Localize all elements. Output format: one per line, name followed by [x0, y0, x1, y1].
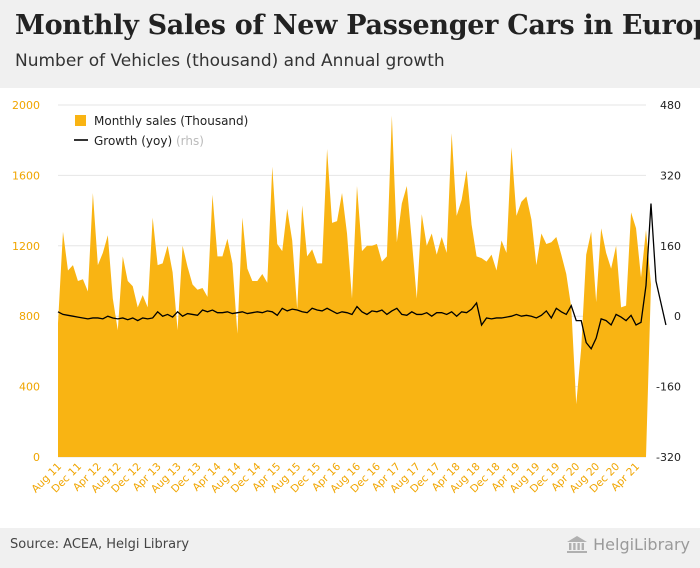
chart-legend: Monthly sales (Thousand) Growth (yoy) (r…: [74, 114, 248, 148]
y-left-tick-label: 1200: [12, 240, 40, 253]
legend-sales-label: Monthly sales (Thousand): [94, 114, 248, 128]
sales-area-series: [58, 115, 651, 457]
chart-footer: Source: ACEA, Helgi Library HelgiLibrary: [0, 528, 700, 568]
y-right-tick-label: 480: [660, 99, 681, 112]
y-right-tick-label: 160: [660, 240, 681, 253]
growth-line-layer: [57, 203, 667, 350]
library-building-icon: [567, 536, 588, 553]
y-left-tick-label: 800: [19, 310, 40, 323]
y-left-tick-label: 2000: [12, 99, 40, 112]
sales-area-layer: [58, 115, 651, 457]
chart-subtitle: Number of Vehicles (thousand) and Annual…: [15, 51, 445, 71]
left-axis-tick-labels: 0 400 800 1200 1600 2000: [12, 99, 40, 464]
chart-header: Monthly Sales of New Passenger Cars in E…: [0, 0, 700, 88]
y-left-tick-label: 400: [19, 381, 40, 394]
brand-name: HelgiLibrary: [593, 534, 690, 554]
growth-line-series: [57, 203, 667, 350]
y-left-tick-label: 1600: [12, 169, 40, 182]
chart-title: Monthly Sales of New Passenger Cars in E…: [15, 10, 700, 41]
y-right-tick-label: -320: [656, 451, 681, 464]
y-right-tick-label: -160: [656, 381, 681, 394]
legend-sales-swatch: [75, 115, 86, 126]
source-note: Source: ACEA, Helgi Library: [10, 537, 190, 552]
legend-growth-text: Growth (yoy): [94, 134, 172, 148]
legend-growth-label: Growth (yoy) (rhs): [94, 134, 204, 148]
right-axis-tick-labels: -320 -160 0 160 320 480: [656, 99, 681, 464]
y-right-tick-label: 320: [660, 169, 681, 182]
y-right-tick-label: 0: [674, 310, 681, 323]
legend-growth-suffix: (rhs): [176, 134, 204, 148]
y-left-tick-label: 0: [33, 451, 40, 464]
brand-logo: HelgiLibrary: [566, 534, 690, 554]
chart-area: 0 400 800 1200 1600 2000 -320 -160 0 160 320 480 A…: [12, 99, 681, 495]
